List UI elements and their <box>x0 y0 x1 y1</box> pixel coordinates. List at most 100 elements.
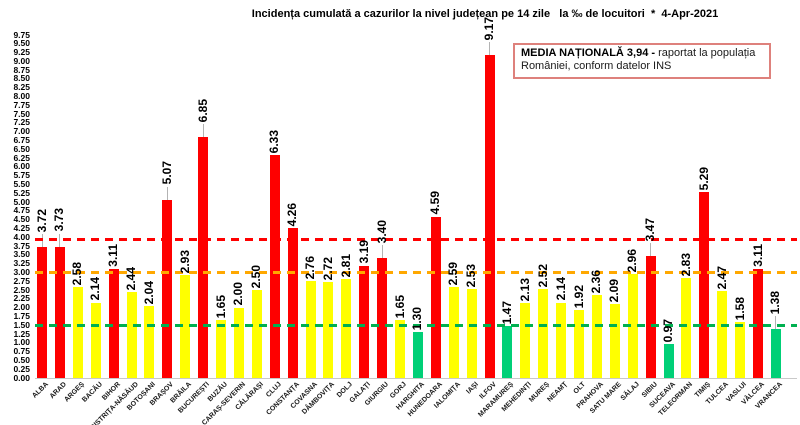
bar-ilfov <box>484 55 495 378</box>
bar-neamț <box>556 302 567 378</box>
bar-value-label: 2.09 <box>607 279 622 303</box>
bar-teleorman <box>681 278 692 378</box>
y-tick-label: 8.50 <box>13 73 30 84</box>
y-tick-label: 0.00 <box>13 372 30 383</box>
bar-gorj <box>395 319 405 378</box>
bar-bistrița-năsăud <box>126 292 137 378</box>
bar-value-label: 4.59 <box>428 191 443 215</box>
bar-bacău <box>90 302 101 378</box>
y-tick-label: 9.75 <box>13 29 30 40</box>
bar-timiș <box>699 191 710 378</box>
bar-suceava <box>663 343 674 378</box>
y-tick-label: 6.25 <box>13 152 30 163</box>
label-leader-line <box>650 242 652 256</box>
bar-brașov <box>162 199 173 378</box>
bar-olt <box>574 310 584 378</box>
label-leader-line <box>381 245 383 259</box>
bar-value-label: 2.53 <box>464 263 479 287</box>
bar-dâmbovița <box>323 282 334 378</box>
bar-constanța <box>287 228 298 378</box>
bar-dolj <box>341 279 352 378</box>
y-tick-label: 3.50 <box>13 249 30 260</box>
bar-value-label: 3.72 <box>34 208 49 233</box>
y-tick-label: 8.25 <box>13 82 30 93</box>
y-tick-label: 1.25 <box>13 328 30 339</box>
bar-sibiu <box>645 255 656 378</box>
bar-value-label: 1.30 <box>410 306 425 331</box>
bar-value-label: 5.07 <box>159 161 174 185</box>
y-tick-label: 2.75 <box>13 275 30 286</box>
bar-value-label: 2.81 <box>338 253 353 278</box>
bar-galați <box>359 265 370 378</box>
y-tick-label: 4.50 <box>13 214 30 225</box>
plot-area: 3.72 ALBA 3.73 ARAD 2.58 ARGEȘ 2.14 BACĂU 3.11 BI… <box>31 17 797 425</box>
bar-value-label: 2.52 <box>535 264 550 288</box>
y-tick-label: 3.00 <box>13 266 30 277</box>
bar-bucurești <box>198 137 209 378</box>
bar-alba <box>37 247 47 378</box>
bar-value-label: 2.83 <box>678 253 693 277</box>
bar-value-label: 1.92 <box>571 285 586 309</box>
y-tick-label: 8.00 <box>13 91 30 102</box>
national-average-note: MEDIA NAȚIONALĂ 3,94 - raportat la popul… <box>513 43 771 79</box>
bar-maramureș <box>502 326 513 378</box>
y-tick-label: 0.25 <box>13 363 30 374</box>
y-tick-label: 2.25 <box>13 293 30 304</box>
chart-title: Incidența cumulată a cazurilor la nivel … <box>251 8 719 20</box>
bar-value-label: 4.26 <box>285 202 300 227</box>
reference-line-prag-3.00 <box>35 270 797 274</box>
bar-value-label: 2.13 <box>517 277 532 302</box>
bar-value-label: 2.58 <box>70 261 85 286</box>
bar-value-label: 2.76 <box>303 255 317 279</box>
y-tick-label: 7.00 <box>13 126 30 137</box>
y-tick-label: 8.75 <box>13 64 30 75</box>
bar-value-label: 2.96 <box>625 248 640 272</box>
y-tick-label: 5.75 <box>13 170 30 181</box>
y-tick-label: 5.00 <box>13 196 30 207</box>
bar-value-label: 2.72 <box>320 256 335 281</box>
label-leader-line <box>166 186 168 200</box>
bar-argeș <box>72 287 83 378</box>
bar-value-label: 2.14 <box>553 277 568 301</box>
bar-ialomița <box>448 286 459 378</box>
y-tick-label: 2.50 <box>13 284 30 295</box>
y-tick-label: 0.75 <box>13 346 30 357</box>
bar-value-label: 1.47 <box>499 300 514 325</box>
bar-tulcea <box>717 291 728 378</box>
reference-line-prag-1.50 <box>35 323 797 327</box>
y-tick-label: 6.50 <box>13 143 30 154</box>
y-tick-label: 7.75 <box>13 99 30 110</box>
bar-mehedinți <box>520 303 531 378</box>
bar-value-label: 6.33 <box>267 129 282 154</box>
y-tick-label: 6.75 <box>13 135 30 146</box>
bar-value-label: 1.65 <box>213 294 228 318</box>
y-tick-label: 6.00 <box>13 161 30 172</box>
bar-hunedoara <box>430 216 441 378</box>
bar-value-label: 0.97 <box>661 318 675 342</box>
y-tick-label: 0.50 <box>13 354 30 365</box>
bar-mureș <box>538 289 549 378</box>
y-tick-label: 1.00 <box>13 337 30 348</box>
y-tick-label: 4.25 <box>13 222 30 233</box>
bar-harghita <box>412 332 423 378</box>
bar-value-label: 3.19 <box>356 240 371 264</box>
bar-value-label: 3.47 <box>643 217 658 241</box>
y-tick-label: 5.25 <box>13 187 30 198</box>
bar-prahova <box>591 294 602 378</box>
bar-buzău <box>216 319 226 378</box>
bar-value-label: 2.47 <box>714 265 729 290</box>
bar-value-label: 2.00 <box>231 282 246 306</box>
national-average-value: MEDIA NAȚIONALĂ 3,94 - <box>521 47 656 59</box>
bar-iași <box>466 289 477 378</box>
x-axis-line <box>35 378 797 379</box>
bar-value-label: 6.85 <box>195 98 210 123</box>
bar-value-label: 1.65 <box>392 294 407 318</box>
bar-satu mare <box>609 304 620 378</box>
y-tick-label: 1.50 <box>13 319 30 330</box>
y-tick-label: 7.25 <box>13 117 30 128</box>
y-tick-label: 4.00 <box>13 231 30 242</box>
bar-value-label: 2.44 <box>124 266 138 291</box>
bar-covasna <box>305 280 316 378</box>
y-tick-label: 3.25 <box>13 258 30 269</box>
